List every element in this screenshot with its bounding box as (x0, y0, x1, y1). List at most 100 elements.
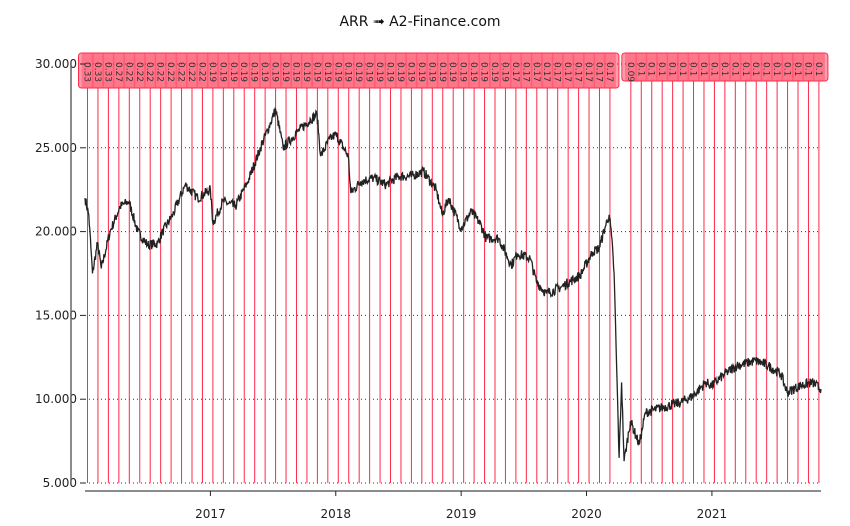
dividend-label-box (624, 53, 637, 81)
dividend-label-box (165, 53, 178, 88)
dividend-label-box (175, 53, 188, 88)
axes: 30.000 25.000 20.000 15.000 10.000 5.000 2017 2… (35, 57, 821, 521)
dividend-label-box (541, 53, 554, 88)
dividend-label-box (91, 53, 104, 88)
dividend-label: 0.19 (217, 62, 227, 82)
dividend-label: 0.19 (322, 62, 332, 82)
dividend-label-box (405, 53, 418, 88)
dividend-label-box (436, 53, 449, 88)
dividend-label-box (697, 53, 710, 81)
dividend-label-box (300, 53, 313, 88)
x-tick-label: 2021 (697, 507, 728, 521)
dividend-label-box (771, 53, 784, 81)
dividend-label-box (677, 53, 690, 81)
dividend-label: 0.09 (625, 62, 635, 82)
dividend-label-box (572, 53, 585, 88)
y-tick-label: 10.000 (35, 392, 77, 406)
x-tick-label: 2019 (446, 507, 477, 521)
dividend-label-box (603, 53, 616, 88)
y-tick-label: 30.000 (35, 57, 77, 71)
dividend-label-box (635, 53, 648, 81)
x-tick-label: 2018 (320, 507, 351, 521)
dividend-label: 0.19 (332, 62, 342, 82)
dividend-label: 0.1 (729, 62, 739, 76)
dividend-label-box (269, 53, 282, 88)
dividend-label: 0.22 (196, 62, 206, 82)
dividend-label-box (718, 53, 731, 81)
dividend-label: 0.19 (458, 62, 468, 82)
dividend-label: 0.19 (437, 62, 447, 82)
dividend-label: 0.1 (813, 62, 823, 76)
dividend-label: 0.17 (510, 62, 520, 82)
dividend-label: 0.17 (583, 62, 593, 82)
dividend-label: 0.19 (405, 62, 415, 82)
dividend-label: 0.19 (385, 62, 395, 82)
dividend-label-box (321, 53, 334, 88)
dividend-label-box (750, 53, 763, 81)
dividend-label-box (133, 53, 146, 88)
dividend-label-box (374, 53, 387, 88)
dividend-label: 0.22 (123, 62, 133, 82)
dividend-label-box (760, 53, 773, 81)
dividend-label: 0.17 (541, 62, 551, 82)
dividend-label: 0.19 (270, 62, 280, 82)
dividend-label-box (792, 53, 805, 81)
dividend-label: 0.19 (489, 62, 499, 82)
dividend-label-box (489, 53, 502, 88)
dividend-label-box (729, 53, 742, 81)
dividend-label-box (426, 53, 439, 88)
dividend-label-box (593, 53, 606, 88)
dividend-label-box (384, 53, 397, 88)
dividend-label-box (687, 53, 700, 81)
dividend-label: 0.22 (176, 62, 186, 82)
dividend-label: 0.27 (113, 62, 123, 82)
dividend-label: 0.17 (531, 62, 541, 82)
dividend-label: 0.19 (499, 62, 509, 82)
dividend-label-box (248, 53, 261, 88)
dividend-label: 0.19 (416, 62, 426, 82)
dividend-label: 0.1 (761, 62, 771, 76)
dividend-label: 0.33 (82, 62, 92, 82)
dividend-label: 0.22 (155, 62, 165, 82)
dividend-label-box (185, 53, 198, 88)
dividend-label-box (708, 53, 721, 81)
dividend-label-box (499, 53, 512, 88)
dividend-label: 0.1 (688, 62, 698, 76)
dividend-label-box (447, 53, 460, 88)
dividend-label: 0.22 (144, 62, 154, 82)
dividend-label: 0.19 (374, 62, 384, 82)
dividend-label-box (468, 53, 481, 88)
dividend-label-box (530, 53, 543, 88)
dividend-label: 0.19 (343, 62, 353, 82)
chart-title: ARR ➟ A2-Finance.com (339, 14, 500, 30)
dividend-label: 0.19 (447, 62, 457, 82)
dividend-label-box (123, 53, 136, 88)
dividend-label: 0.17 (593, 62, 603, 82)
dividend-label-box (656, 53, 669, 81)
dividend-label: 0.19 (228, 62, 238, 82)
y-tick-label: 5.000 (43, 476, 77, 490)
dividend-label-box (781, 53, 794, 81)
dividend-label-box (280, 53, 293, 88)
dividend-label: 0.19 (426, 62, 436, 82)
dividend-markers: 0.33 0.33 0.33 0.27 0.22 0.22 0.22 0.22 0.22 0.22… (78, 52, 829, 483)
dividend-label: 0.17 (573, 62, 583, 82)
dividend-label: 0.19 (468, 62, 478, 82)
dividend-label-box (332, 53, 345, 88)
dividend-label: 0.33 (92, 62, 102, 82)
dividend-label: 0.1 (782, 62, 792, 76)
dividend-label: 0.33 (102, 62, 112, 82)
x-tick-label: 2020 (571, 507, 602, 521)
dividend-label-box (227, 53, 240, 88)
dividend-label-box (112, 53, 125, 88)
dividend-label: 0.19 (301, 62, 311, 82)
dividend-label: 0.19 (364, 62, 374, 82)
dividend-label: 0.1 (677, 62, 687, 76)
dividend-label-box (206, 53, 219, 88)
dividend-label: 0.1 (635, 62, 645, 76)
dividend-label: 0.1 (656, 62, 666, 76)
dividend-label: 0.1 (667, 62, 677, 76)
dividend-label: 0.1 (698, 62, 708, 76)
dividend-label: 0.19 (311, 62, 321, 82)
dividend-label-box (81, 53, 94, 88)
